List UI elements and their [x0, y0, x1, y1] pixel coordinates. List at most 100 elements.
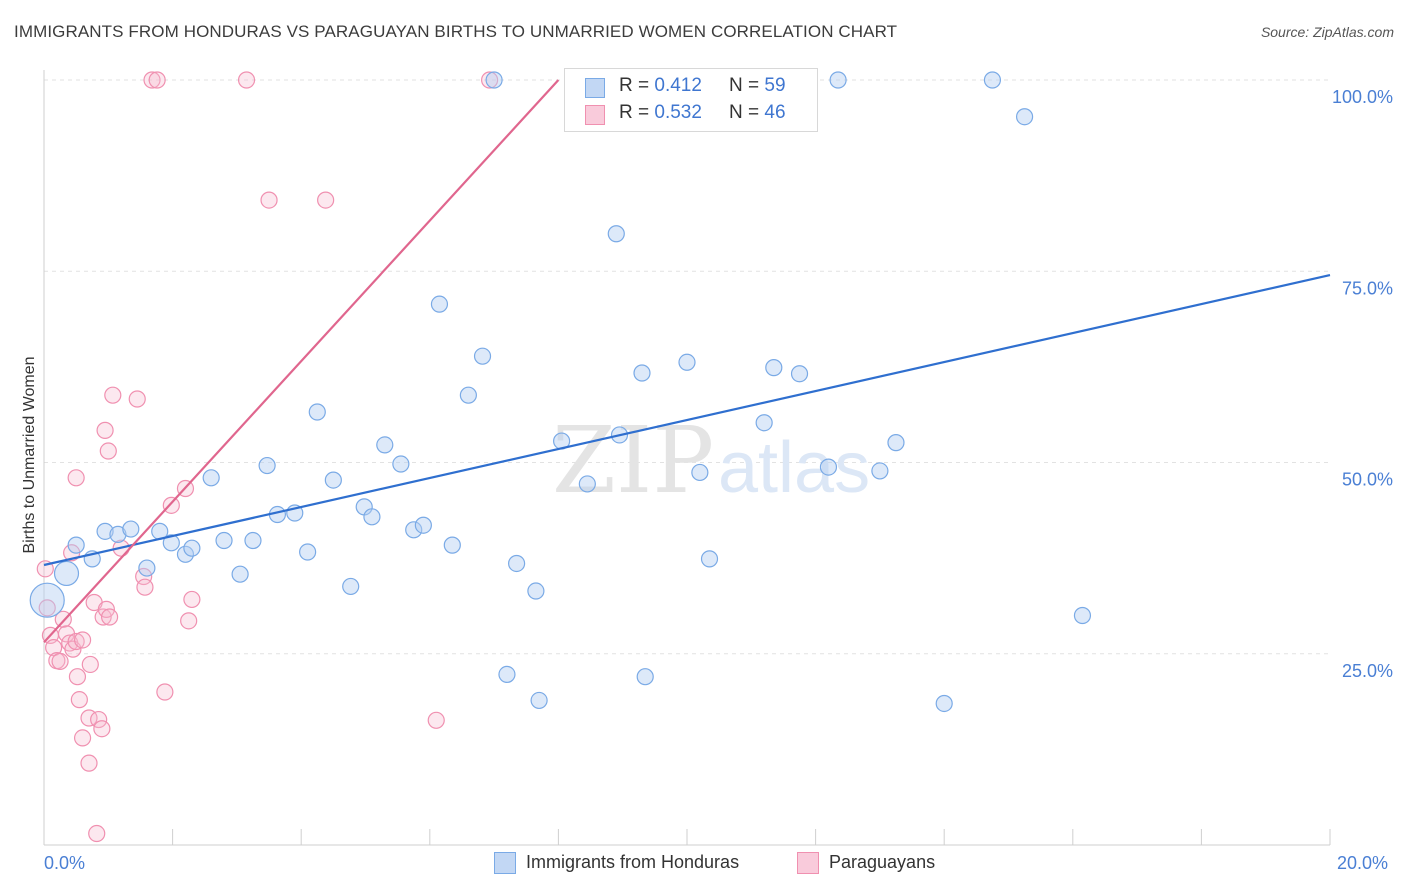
paraguayans-point [143, 71, 161, 89]
honduras-point [96, 522, 114, 540]
paraguayans-point [317, 191, 335, 209]
honduras-point [700, 550, 719, 568]
y-tick-label-100: 100.0% [1332, 87, 1393, 107]
correlation-legend: R = 0.412 N = 59 R = 0.532 N = 46 [564, 68, 818, 132]
legend-n-label-1: N = [729, 75, 760, 96]
paraguayans-point [45, 639, 63, 657]
honduras-point [498, 665, 516, 684]
paraguayans-point [128, 390, 146, 408]
honduras-point [819, 458, 838, 476]
honduras-point [414, 516, 432, 534]
axes [43, 70, 1331, 846]
paraguayans-point [100, 608, 119, 626]
paraguayans-point [80, 754, 98, 772]
paraguayans-point [136, 578, 154, 596]
paraguayans-point [81, 655, 99, 674]
legend-r-label-1: R = [619, 75, 650, 96]
honduras-point [342, 577, 360, 596]
paraguayans-trend-line [43, 79, 560, 644]
honduras-point [363, 508, 381, 526]
series-label-honduras: Immigrants from Honduras [526, 852, 740, 872]
y-tick-label-25: 25.0% [1342, 661, 1393, 681]
honduras-point [202, 469, 220, 487]
honduras-point [162, 534, 180, 552]
honduras-point [578, 475, 596, 493]
honduras-point [299, 543, 317, 561]
paraguayans-point [73, 729, 92, 747]
series-legend-honduras: Immigrants from Honduras [494, 852, 739, 876]
honduras-point [258, 456, 276, 475]
x-tick-label-min: 0.0% [44, 853, 85, 873]
honduras-point [231, 565, 249, 583]
series-swatch-pink [797, 852, 819, 875]
honduras-point [485, 71, 503, 89]
paraguayans-point [427, 711, 445, 729]
honduras-trend-line [43, 274, 1331, 567]
paraguayans-point [51, 652, 69, 671]
paraguayans-point [70, 691, 88, 709]
honduras-point [324, 471, 342, 489]
honduras-point [1015, 108, 1034, 126]
honduras-point [508, 554, 526, 573]
legend-n-label-2: N = [729, 102, 760, 123]
honduras-point [176, 545, 195, 563]
honduras-point [308, 403, 326, 421]
honduras-point [215, 531, 233, 550]
paraguayans-point [38, 599, 56, 617]
legend-n-value-1: 59 [764, 75, 786, 96]
legend-r-label-2: R = [619, 102, 650, 123]
series-legend-paraguayans: Paraguayans [797, 852, 935, 876]
paraguayans-point [104, 386, 122, 404]
paraguayans-point [180, 612, 198, 630]
paraguayans-point [480, 71, 499, 89]
honduras-point [887, 434, 905, 452]
honduras-point [765, 359, 783, 377]
paraguayans-points [36, 71, 499, 843]
paraguayans-point [96, 421, 114, 439]
paraguayans-point [68, 668, 87, 686]
trend-lines [43, 79, 1331, 644]
honduras-point [376, 436, 394, 454]
paraguayans-point [73, 631, 92, 649]
paraguayans-point [162, 496, 180, 514]
honduras-point [530, 691, 548, 710]
paraguayans-point [99, 442, 117, 460]
watermark-zip: ZIP [552, 407, 714, 514]
honduras-point [392, 455, 410, 473]
paraguayans-point [67, 469, 85, 487]
honduras-point [53, 560, 80, 587]
honduras-point [983, 71, 1002, 89]
legend-r-value-1: 0.412 [654, 75, 702, 96]
paraguayans-point [237, 71, 256, 89]
legend-swatch-blue [585, 78, 605, 98]
honduras-point [1073, 606, 1092, 625]
honduras-point [871, 462, 889, 480]
honduras-point [443, 536, 461, 554]
paraguayans-point [93, 720, 111, 738]
series-label-paraguayans: Paraguayans [829, 852, 936, 872]
honduras-point [244, 531, 262, 550]
watermark-atlas: atlas [718, 428, 870, 508]
honduras-point [527, 582, 545, 600]
honduras-point [109, 525, 127, 544]
honduras-point [829, 71, 847, 89]
honduras-points [29, 71, 1092, 713]
honduras-point [430, 295, 449, 313]
honduras-point [29, 582, 65, 618]
honduras-point [473, 347, 492, 365]
tick-labels: 0.0% 20.0% 25.0% 50.0% 75.0% 100.0% [44, 87, 1393, 873]
y-tick-label-75: 75.0% [1342, 278, 1393, 298]
series-swatch-blue [494, 852, 516, 875]
paraguayans-point [67, 632, 85, 651]
honduras-point [459, 386, 477, 404]
chart-title: IMMIGRANTS FROM HONDURAS VS PARAGUAYAN B… [14, 22, 898, 41]
legend-r-value-2: 0.532 [654, 102, 702, 123]
honduras-point [633, 364, 651, 382]
honduras-point [122, 520, 140, 538]
y-tick-label-50: 50.0% [1342, 470, 1393, 490]
honduras-point [67, 536, 85, 554]
honduras-point [755, 414, 773, 432]
honduras-point [678, 353, 696, 371]
honduras-point [405, 521, 423, 539]
